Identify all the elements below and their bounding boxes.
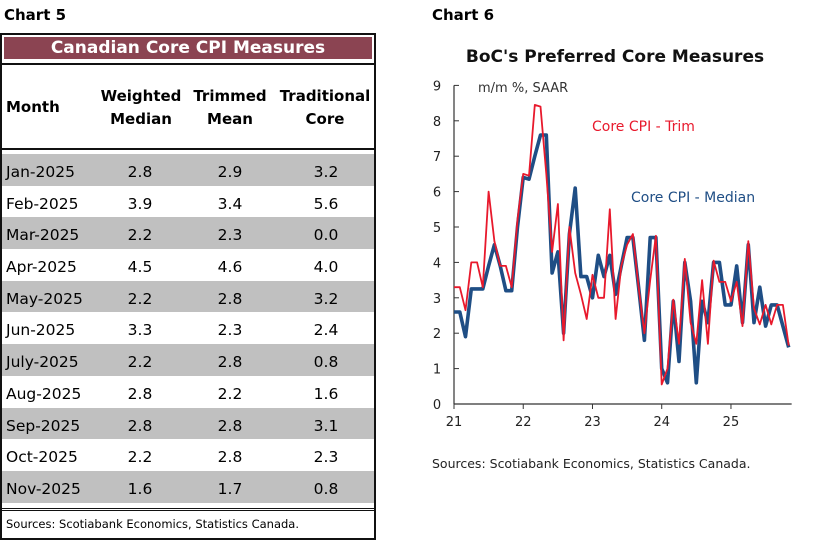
trimmed-mean-cell: 2.9 [217, 163, 243, 181]
month-cell: Nov-2025 [6, 479, 81, 498]
x-tick-label: 24 [653, 415, 670, 430]
table-row: Jun-2025 3.3 2.3 2.4 [2, 312, 374, 344]
month-cell: Feb-2025 [6, 194, 79, 213]
y-tick-label: 8 [433, 115, 441, 130]
table-body: Jan-2025 2.8 2.9 3.2 Feb-2025 3.9 3.4 5.6 Mar-20… [2, 154, 374, 503]
weighted-median-cell: 2.2 [127, 289, 153, 308]
traditional-core-cell: 2.3 [313, 448, 339, 467]
header-text: Median [110, 110, 172, 128]
trimmed-mean-cell: 2.3 [217, 321, 243, 340]
header-text: Traditional [279, 87, 371, 105]
header-weighted-median: Weighted Median [100, 85, 182, 131]
traditional-core-cell: 3.2 [313, 289, 339, 308]
weighted-median-cell: 2.2 [127, 226, 153, 245]
trimmed-mean-cell: 1.7 [217, 479, 243, 498]
trimmed-mean-cell: 3.4 [217, 194, 243, 213]
y-tick-label: 7 [433, 150, 441, 165]
weighted-median-cell: 3.3 [127, 321, 153, 340]
legend-trim: Core CPI - Trim [592, 119, 695, 135]
table-row: Sep-2025 2.8 2.8 3.1 [2, 407, 374, 440]
x-tick-label: 21 [446, 415, 463, 430]
trimmed-mean-cell: 2.3 [217, 226, 243, 245]
table-row: Jan-2025 2.8 2.9 3.2 [2, 154, 374, 186]
table-title: Canadian Core CPI Measures [4, 37, 372, 59]
month-cell: Aug-2025 [6, 384, 82, 403]
y-tick-label: 3 [433, 292, 441, 307]
weighted-median-cell: 1.6 [127, 479, 153, 498]
traditional-core-cell: 0.8 [313, 479, 339, 498]
table-row: Nov-2025 1.6 1.7 0.8 [2, 470, 374, 503]
chart6-label: Chart 6 [432, 6, 495, 24]
weighted-median-cell: 4.5 [127, 258, 153, 277]
series-median-line [454, 133, 791, 385]
traditional-core-cell: 2.4 [313, 321, 339, 340]
traditional-core-cell: 0.8 [313, 353, 339, 372]
legend-median: Core CPI - Median [631, 190, 755, 206]
month-cell: Oct-2025 [6, 448, 78, 467]
table-source: Sources: Scotiabank Economics, Statistic… [2, 508, 374, 538]
table-header: Month Weighted Median Trimmed Mean Traditi… [2, 63, 374, 150]
traditional-core-cell: 0.0 [313, 226, 339, 245]
boc-core-chart: BoC's Preferred Core Measures m/m %, SAA… [432, 47, 792, 471]
trimmed-mean-cell: 2.2 [217, 384, 243, 403]
traditional-core-cell: 3.1 [313, 416, 339, 435]
table-row: May-2025 2.2 2.8 3.2 [2, 280, 374, 313]
y-tick-label: 0 [433, 398, 441, 413]
trimmed-mean-cell: 2.8 [217, 416, 243, 435]
traditional-core-cell: 1.6 [313, 384, 339, 403]
table-row: Oct-2025 2.2 2.8 2.3 [2, 439, 374, 471]
trimmed-mean-cell: 2.8 [217, 289, 243, 308]
y-tick-label: 4 [433, 256, 441, 271]
trimmed-mean-cell: 2.8 [217, 353, 243, 372]
header-text: Trimmed [193, 87, 267, 105]
chart-source: Sources: Scotiabank Economics, Statistic… [432, 456, 750, 471]
y-tick-label: 2 [433, 327, 441, 342]
trimmed-mean-cell: 2.8 [217, 448, 243, 467]
traditional-core-cell: 4.0 [313, 258, 339, 277]
y-axis-label: m/m %, SAAR [478, 81, 568, 96]
core-cpi-table: Canadian Core CPI Measures Month Weighte… [0, 33, 376, 540]
weighted-median-cell: 2.2 [127, 448, 153, 467]
y-tick-label: 6 [433, 186, 441, 201]
month-cell: July-2025 [6, 353, 79, 372]
series-trim-line [454, 104, 790, 386]
trimmed-mean-cell: 4.6 [217, 258, 243, 277]
traditional-core-cell: 3.2 [313, 163, 339, 181]
header-trimmed-mean: Trimmed Mean [190, 85, 270, 131]
x-tick-label: 22 [515, 415, 532, 430]
header-month: Month [6, 98, 60, 116]
y-tick-label: 1 [433, 363, 441, 378]
table-row: Aug-2025 2.8 2.2 1.6 [2, 376, 374, 408]
chart-title: BoC's Preferred Core Measures [466, 47, 764, 67]
chart5-label: Chart 5 [4, 6, 67, 24]
weighted-median-cell: 2.8 [127, 163, 153, 181]
weighted-median-cell: 3.9 [127, 194, 153, 213]
month-cell: Jan-2025 [6, 163, 75, 181]
weighted-median-cell: 2.2 [127, 353, 153, 372]
table-row: Feb-2025 3.9 3.4 5.6 [2, 186, 374, 218]
month-cell: Sep-2025 [6, 416, 81, 435]
month-cell: May-2025 [6, 289, 83, 308]
header-text: Mean [207, 110, 253, 128]
weighted-median-cell: 2.8 [127, 384, 153, 403]
weighted-median-cell: 2.8 [127, 416, 153, 435]
header-traditional-core: Traditional Core [278, 85, 372, 131]
table-row: Apr-2025 4.5 4.6 4.0 [2, 249, 374, 281]
header-text: Core [305, 110, 345, 128]
table-row: July-2025 2.2 2.8 0.8 [2, 344, 374, 376]
header-text: Weighted [100, 87, 182, 105]
month-cell: Apr-2025 [6, 258, 77, 277]
x-tick-label: 23 [584, 415, 601, 430]
month-cell: Jun-2025 [6, 321, 76, 340]
table-row: Mar-2025 2.2 2.3 0.0 [2, 217, 374, 250]
x-tick-label: 25 [723, 415, 740, 430]
y-tick-label: 9 [433, 79, 441, 94]
traditional-core-cell: 5.6 [313, 194, 339, 213]
month-cell: Mar-2025 [6, 226, 80, 245]
y-tick-label: 5 [433, 221, 441, 236]
